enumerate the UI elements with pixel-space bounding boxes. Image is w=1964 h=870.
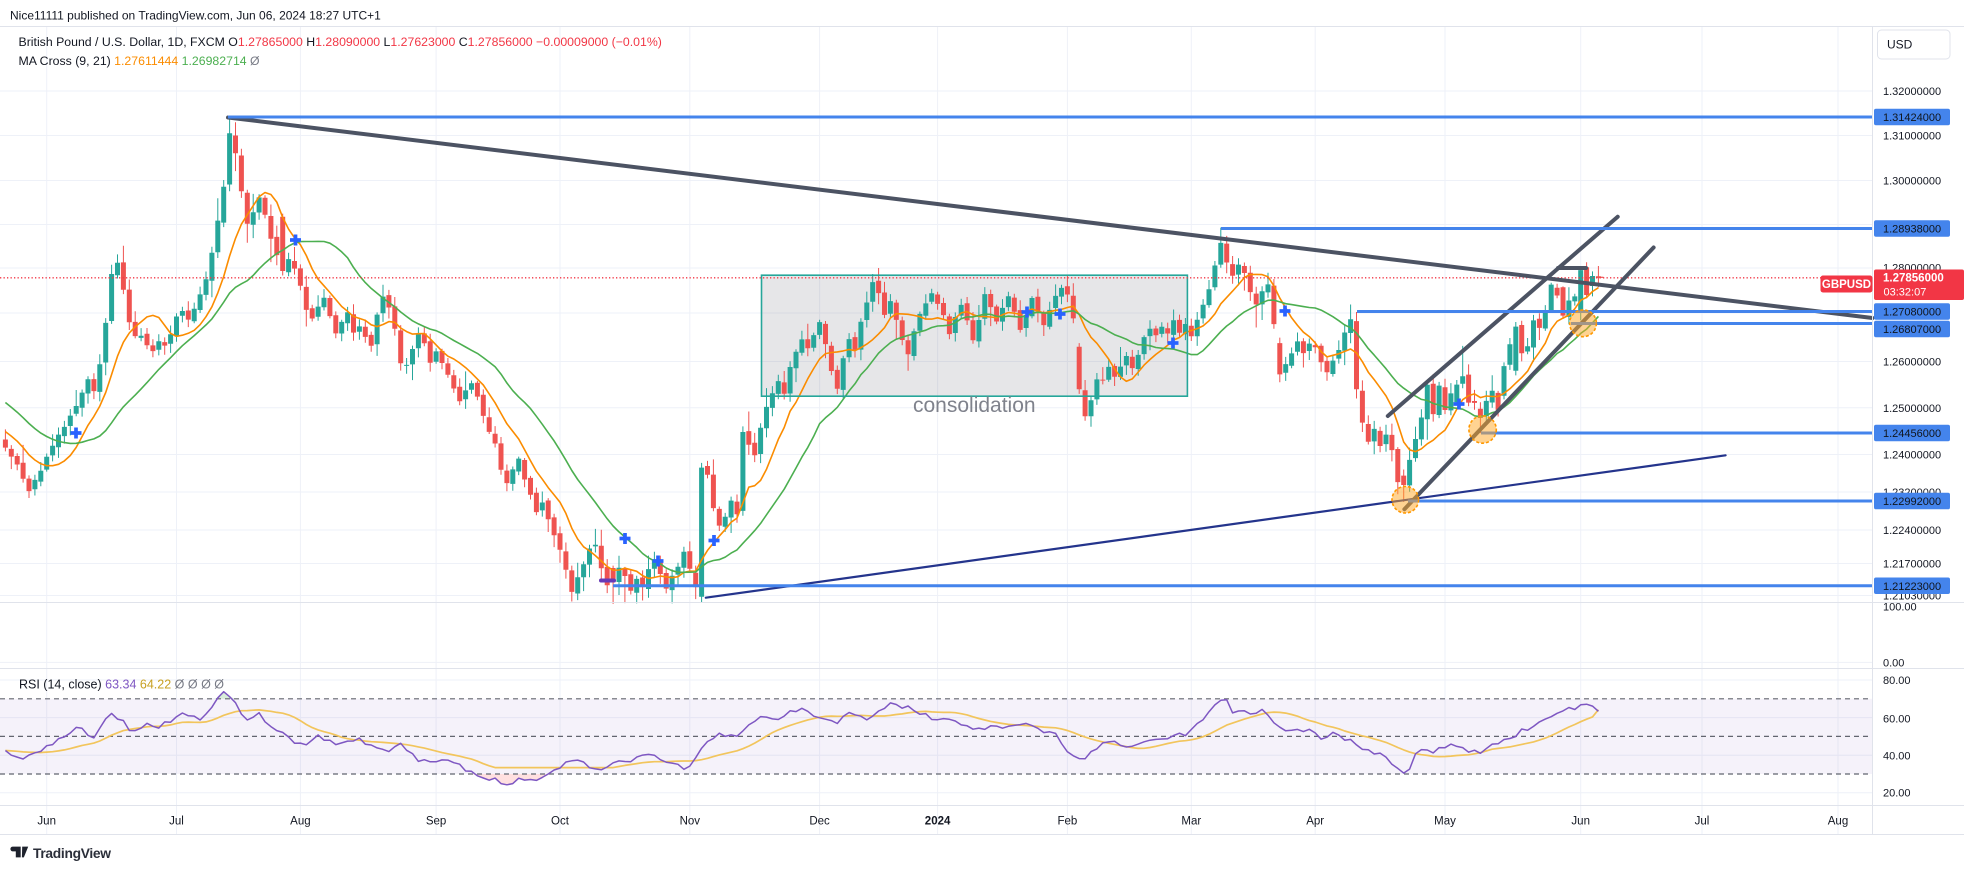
svg-text:1.21700000: 1.21700000 xyxy=(1883,559,1941,571)
svg-text:British Pound / U.S. Dollar, 1: British Pound / U.S. Dollar, 1D, FXCM O1… xyxy=(19,35,662,49)
svg-text:1.27856000: 1.27856000 xyxy=(1883,273,1944,285)
svg-text:Mar: Mar xyxy=(1181,816,1201,828)
svg-text:1.28938000: 1.28938000 xyxy=(1883,224,1941,236)
svg-text:Apr: Apr xyxy=(1306,816,1324,828)
svg-text:1.26000000: 1.26000000 xyxy=(1883,357,1941,369)
svg-text:1.21223000: 1.21223000 xyxy=(1883,581,1941,593)
svg-text:Jul: Jul xyxy=(169,816,184,828)
svg-text:TradingView: TradingView xyxy=(33,846,111,861)
svg-text:1.31424000: 1.31424000 xyxy=(1883,112,1941,124)
svg-text:80.00: 80.00 xyxy=(1883,675,1911,687)
svg-text:1.22992000: 1.22992000 xyxy=(1883,496,1941,508)
svg-text:1.27080000: 1.27080000 xyxy=(1883,307,1941,319)
svg-text:Oct: Oct xyxy=(551,816,570,828)
svg-text:100.00: 100.00 xyxy=(1883,601,1917,613)
svg-text:GBPUSD: GBPUSD xyxy=(1822,279,1871,291)
svg-text:May: May xyxy=(1434,816,1456,828)
svg-text:1.26807000: 1.26807000 xyxy=(1883,324,1941,336)
svg-text:Sep: Sep xyxy=(426,816,446,828)
svg-text:1.31000000: 1.31000000 xyxy=(1883,131,1941,143)
svg-text:Aug: Aug xyxy=(290,816,310,828)
svg-text:Jun: Jun xyxy=(1571,816,1590,828)
svg-text:1.22400000: 1.22400000 xyxy=(1883,525,1941,537)
svg-text:Feb: Feb xyxy=(1057,816,1077,828)
svg-text:1.25000000: 1.25000000 xyxy=(1883,403,1941,415)
svg-text:1.32000000: 1.32000000 xyxy=(1883,86,1941,98)
svg-text:Aug: Aug xyxy=(1828,816,1848,828)
svg-text:Nice11111 published on Trading: Nice11111 published on TradingView.com, … xyxy=(10,9,381,23)
svg-text:1.30000000: 1.30000000 xyxy=(1883,176,1941,188)
svg-text:Jul: Jul xyxy=(1695,816,1710,828)
svg-text:2024: 2024 xyxy=(925,816,951,828)
svg-text:60.00: 60.00 xyxy=(1883,714,1911,726)
svg-text:03:32:07: 03:32:07 xyxy=(1884,287,1927,299)
svg-text:40.00: 40.00 xyxy=(1883,751,1911,763)
svg-text:1.24000000: 1.24000000 xyxy=(1883,450,1941,462)
svg-text:MA Cross (9, 21) 1.27611444: MA Cross (9, 21) 1.27611444 1.26982714 Ø xyxy=(19,54,261,68)
svg-text:0.00: 0.00 xyxy=(1883,657,1904,669)
svg-text:RSI (14, close) 63.34 64.22: RSI (14, close) 63.34 64.22 Ø Ø Ø Ø xyxy=(19,678,224,692)
svg-text:Nov: Nov xyxy=(680,816,701,828)
svg-text:USD: USD xyxy=(1887,38,1913,52)
svg-text:20.00: 20.00 xyxy=(1883,788,1911,800)
svg-text:Dec: Dec xyxy=(809,816,830,828)
svg-text:Jun: Jun xyxy=(37,816,56,828)
svg-text:consolidation: consolidation xyxy=(913,394,1036,417)
svg-text:1.24456000: 1.24456000 xyxy=(1883,428,1941,440)
